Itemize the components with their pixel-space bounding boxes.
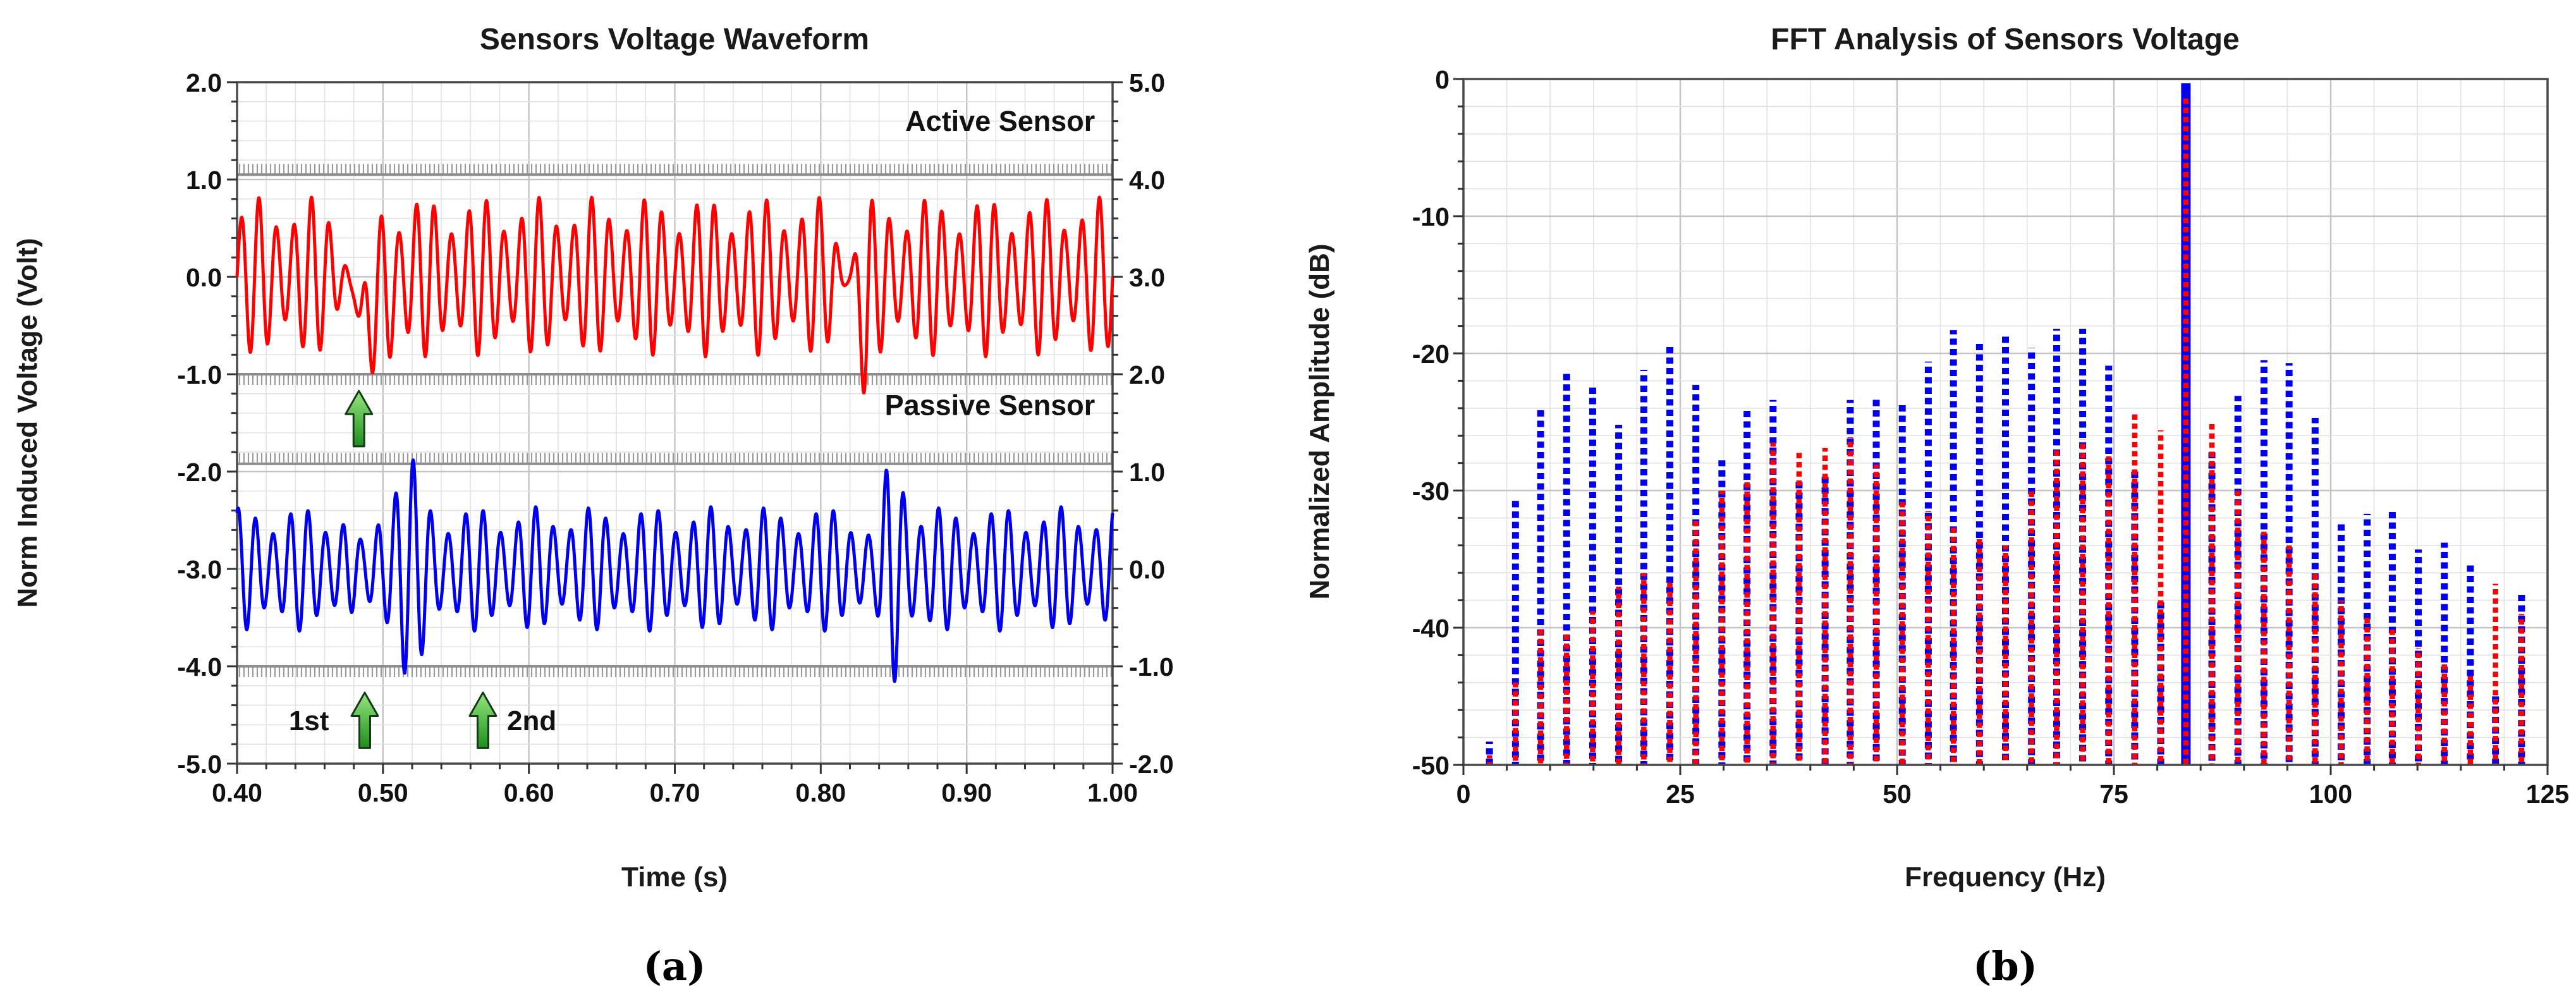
fft-plot-area: 0 25 50 75 100 125 0 -10 -20 -30 -40 -50 [1412,65,2569,809]
y-right-tick-label: 1.0 [1129,458,1165,487]
y-left-tick-label: -2.0 [177,458,222,487]
active-sensor-trace [235,195,1114,395]
x-tick-label: 0 [1456,779,1471,809]
annotations: 1st 2nd [289,389,556,749]
waveform-plot-area: 0.40 0.50 0.60 0.70 0.80 0.90 1.00 2.0 1.0 0.0 -1.… [177,68,1173,807]
y-left-tick-label: -1.0 [177,360,222,389]
waveform-chart-panel: 0.40 0.50 0.60 0.70 0.80 0.90 1.00 2.0 1.0 0.0 -1.… [12,23,1174,989]
x-tick-label: 1.00 [1087,778,1138,807]
x-tick-label: 0.50 [358,778,408,807]
y-left-tick-label: 1.0 [186,166,222,195]
passive-sensor-label: Passive Sensor [885,389,1096,422]
tick-labels: 0 25 50 75 100 125 0 -10 -20 -30 -40 -50 [1412,65,2569,809]
event-arrow-icon [350,692,379,749]
y-right-tick-label: 3.0 [1129,263,1165,292]
boundary-rails [237,164,1113,677]
waveform-y-axis-title: Norm Induced Voltage (Volt) [12,238,43,607]
rail-hatch [238,164,1113,174]
rail-hatch [238,668,1113,677]
y-right-tick-label: 5.0 [1129,68,1165,97]
y-right-tick-label: 0.0 [1129,555,1165,584]
x-tick-label: 0.90 [941,778,992,807]
x-tick-label: 50 [1883,779,1912,809]
x-tick-label: 75 [2099,779,2128,809]
y-tick-label: -40 [1412,614,1450,643]
waveform-x-axis-title: Time (s) [621,862,728,893]
y-right-tick-label: 4.0 [1129,166,1165,195]
fft-stems [1486,83,2525,765]
rail-hatch [238,453,1113,463]
y-left-tick-label: 0.0 [186,263,222,292]
waveform-chart-svg: 0.40 0.50 0.60 0.70 0.80 0.90 1.00 2.0 1.0 0.0 -1.… [12,23,1174,989]
x-tick-label: 0.40 [212,778,262,807]
y-right-tick-label: -1.0 [1129,652,1174,681]
tick-labels: 0.40 0.50 0.60 0.70 0.80 0.90 1.00 2.0 1.0 0.0 -1.… [177,68,1173,807]
y-left-tick-label: -5.0 [177,750,222,779]
event-arrow-icon [468,692,497,749]
y-tick-label: 0 [1435,65,1450,94]
waveform-chart-title: Sensors Voltage Waveform [480,23,869,56]
passive-sensor-trace [235,458,1114,683]
y-right-tick-label: -2.0 [1129,750,1174,779]
event-arrow-icon [345,389,374,448]
fft-chart-svg: 0 25 50 75 100 125 0 -10 -20 -30 -40 -50 FFT Analys… [1304,23,2569,989]
y-left-tick-label: -3.0 [177,555,222,584]
grid [236,81,1114,765]
x-tick-label: 100 [2309,779,2352,809]
y-right-tick-label: 2.0 [1129,360,1165,389]
y-left-tick-label: -4.0 [177,652,222,681]
y-left-tick-label: 2.0 [186,68,222,97]
frame-and-ticks [1453,78,2549,775]
fft-chart-panel: 0 25 50 75 100 125 0 -10 -20 -30 -40 -50 FFT Analys… [1290,0,2576,995]
active-sensor-label: Active Sensor [905,105,1095,137]
x-tick-label: 125 [2526,779,2569,809]
fft-y-axis-title: Normalized Amplitude (dB) [1304,243,1335,599]
panel-a-caption: (a) [644,943,706,989]
y-tick-label: -50 [1412,751,1450,780]
fft-x-axis-title: Frequency (Hz) [1905,862,2106,893]
x-tick-label: 0.80 [795,778,846,807]
x-tick-label: 0.70 [650,778,700,807]
panel-b-caption: (b) [1973,943,2037,989]
frame-and-ticks [227,81,1123,774]
y-tick-label: -10 [1412,202,1450,231]
y-tick-label: -20 [1412,339,1450,369]
event-order-label: 1st [289,705,329,736]
fft-chart-title: FFT Analysis of Sensors Voltage [1771,23,2240,56]
rail-hatch [238,375,1113,385]
event-order-label: 2nd [507,705,556,736]
y-tick-label: -30 [1412,477,1450,506]
x-tick-label: 0.60 [504,778,554,807]
x-tick-label: 25 [1666,779,1695,809]
